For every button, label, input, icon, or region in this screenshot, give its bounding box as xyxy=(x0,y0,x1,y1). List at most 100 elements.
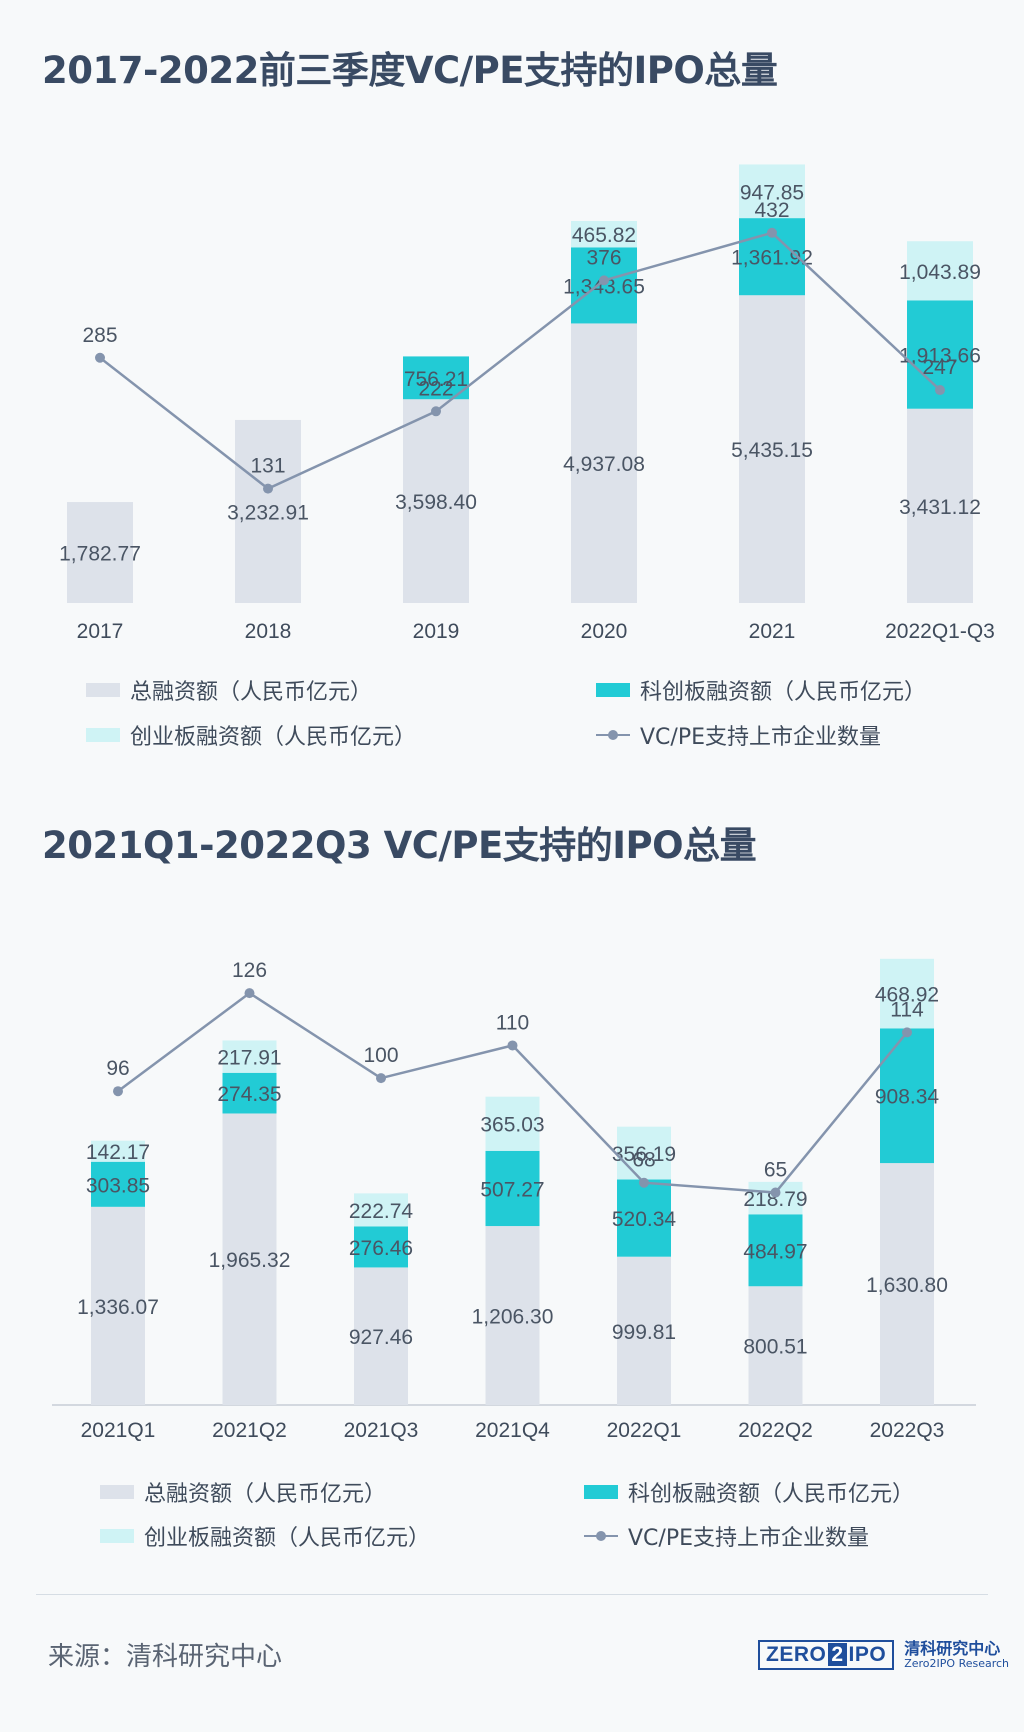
legend-label: 创业板融资额（人民币亿元） xyxy=(144,1526,431,1551)
category-label-2021: 2021 xyxy=(749,620,796,643)
category-label-2021Q2: 2021Q2 xyxy=(212,1419,287,1442)
line-point-2022Q3 xyxy=(902,1027,912,1038)
bar-2018-s0 xyxy=(235,419,301,603)
bar-2021Q3-s1 xyxy=(354,1226,408,1268)
line-label-2021: 432 xyxy=(754,199,789,222)
category-label-2019: 2019 xyxy=(413,620,460,643)
legend-swatch xyxy=(100,1485,134,1499)
bar-label-2020-s0: 4,937.08 xyxy=(563,453,645,476)
logo-name-en: Zero2IPO Research xyxy=(904,1656,1010,1670)
bar-label-2022Q3-s0: 1,630.80 xyxy=(866,1274,948,1297)
legend-item-3: VC/PE支持上市企业数量 xyxy=(596,719,881,751)
bar-2020-s0 xyxy=(571,323,637,603)
bar-2021Q1-s0 xyxy=(91,1206,145,1405)
bar-2022Q3-s0 xyxy=(880,1163,934,1405)
legend-label: VC/PE支持上市企业数量 xyxy=(640,725,881,750)
bar-2021Q1-s2 xyxy=(91,1140,145,1162)
bar-label-2022Q1-Q3-s2: 1,043.89 xyxy=(899,261,981,284)
bar-2022Q1-s1 xyxy=(617,1179,671,1257)
bar-label-2021Q2-s1: 274.35 xyxy=(217,1083,281,1106)
category-label-2018: 2018 xyxy=(245,620,292,643)
line-label-2020: 376 xyxy=(586,246,621,269)
line-label-2022Q2: 65 xyxy=(764,1159,787,1182)
bar-2022Q1-Q3-s0 xyxy=(907,408,973,603)
bar-2019-s1 xyxy=(403,356,469,400)
legend-swatch xyxy=(584,1485,618,1499)
legend-item-0: 总融资额（人民币亿元） xyxy=(100,1476,386,1508)
footer-divider xyxy=(36,1594,988,1595)
legend-swatch xyxy=(596,728,630,742)
bar-2021Q1-s1 xyxy=(91,1161,145,1207)
legend-item-1: 科创板融资额（人民币亿元） xyxy=(584,1476,914,1508)
bar-2021Q4-s0 xyxy=(485,1226,540,1405)
bar-2022Q2-s0 xyxy=(748,1286,803,1405)
line-label-2018: 131 xyxy=(250,455,285,478)
line-point-2022Q1-Q3 xyxy=(935,385,945,396)
category-label-2022Q2: 2022Q2 xyxy=(738,1419,813,1442)
bar-label-2020-s1: 1,343.65 xyxy=(563,275,645,298)
bar-label-2020-s2: 465.82 xyxy=(572,224,636,247)
bar-2021Q4-s2 xyxy=(485,1096,540,1151)
line-label-2017: 285 xyxy=(82,324,117,347)
bar-label-2021Q2-s0: 1,965.32 xyxy=(209,1249,291,1272)
bar-2021Q3-s0 xyxy=(354,1267,408,1405)
legend-item-1: 科创板融资额（人民币亿元） xyxy=(596,674,926,706)
bar-2022Q2-s1 xyxy=(748,1214,803,1287)
bar-2017-s0 xyxy=(67,502,133,603)
bar-label-2022Q1-Q3-s0: 3,431.12 xyxy=(899,496,981,519)
bar-label-2022Q1-Q3-s1: 1,913.66 xyxy=(899,345,981,368)
bar-label-2022Q2-s1: 484.97 xyxy=(743,1240,807,1263)
legend-item-0: 总融资额（人民币亿元） xyxy=(86,674,372,706)
zero2ipo-logo: ZERO 2 IPO 清科研究中心 Zero2IPO Research xyxy=(758,1640,1009,1670)
bar-2021-s0 xyxy=(739,295,805,603)
bar-label-2021Q4-s2: 365.03 xyxy=(480,1114,544,1137)
legend-label: 总融资额（人民币亿元） xyxy=(130,680,373,705)
legend-swatch xyxy=(86,683,120,697)
logo-name-cn: 清科研究中心 xyxy=(904,1639,1001,1659)
line-label-2021Q1: 96 xyxy=(106,1057,129,1080)
line-point-2021Q1 xyxy=(113,1086,123,1097)
category-label-2022Q1-Q3: 2022Q1-Q3 xyxy=(885,620,995,643)
category-label-2020: 2020 xyxy=(581,620,628,643)
bar-label-2019-s1: 756.21 xyxy=(404,368,468,391)
category-label-2017: 2017 xyxy=(77,620,124,643)
bar-label-2019-s0: 3,598.40 xyxy=(395,491,477,514)
chart2-svg: 1,336.07 303.85 142.17 2021Q1 1,965.32 274.35… xyxy=(52,958,976,1442)
line-point-2021Q3 xyxy=(376,1073,386,1084)
category-label-2021Q4: 2021Q4 xyxy=(475,1419,550,1442)
category-label-2022Q3: 2022Q3 xyxy=(870,1419,945,1442)
chart1-title: 2017-2022前三季度VC/PE支持的IPO总量 xyxy=(42,49,778,92)
line-label-2021Q2: 126 xyxy=(232,959,267,982)
bar-label-2022Q1-s1: 520.34 xyxy=(612,1208,677,1231)
bar-label-2021Q3-s2: 222.74 xyxy=(349,1200,414,1223)
bar-2021Q4-s1 xyxy=(485,1150,540,1227)
line-label-2022Q3: 114 xyxy=(890,998,924,1021)
line-point-2021Q4 xyxy=(507,1040,518,1051)
line-label-2021Q4: 110 xyxy=(496,1011,529,1034)
bar-label-2021Q1-s1: 303.85 xyxy=(86,1174,150,1197)
bar-label-2021Q1-s0: 1,336.07 xyxy=(77,1296,159,1319)
bar-label-2018-s0: 3,232.91 xyxy=(227,501,309,524)
line-series xyxy=(99,231,941,491)
bar-label-2022Q1-s2: 356.19 xyxy=(612,1143,676,1166)
legend-swatch xyxy=(86,728,120,742)
line-point-2017 xyxy=(95,352,105,363)
line-label-2021Q3: 100 xyxy=(363,1044,398,1067)
legend-item-3: VC/PE支持上市企业数量 xyxy=(584,1520,869,1552)
bar-2021Q3-s2 xyxy=(354,1193,408,1227)
category-label-2022Q1: 2022Q1 xyxy=(607,1419,682,1442)
legend-swatch xyxy=(596,683,630,697)
legend-label: 总融资额（人民币亿元） xyxy=(144,1482,387,1507)
line-point-2020 xyxy=(599,275,609,286)
line-label-2019: 222 xyxy=(418,377,453,400)
bar-label-2021Q2-s2: 217.91 xyxy=(217,1047,281,1070)
line-point-2022Q2 xyxy=(770,1187,781,1198)
bar-label-2017-s0: 1,782.77 xyxy=(59,543,141,566)
logo-mark: ZERO 2 IPO xyxy=(758,1640,895,1670)
bar-2021Q2-s1 xyxy=(222,1072,277,1114)
bar-label-2022Q3-s1: 908.34 xyxy=(875,1086,940,1109)
source-text: 来源：清科研究中心 xyxy=(48,1642,283,1672)
bar-label-2022Q3-s2: 468.92 xyxy=(875,984,939,1007)
bar-label-2021Q4-s1: 507.27 xyxy=(480,1178,544,1201)
line-point-2021 xyxy=(767,227,777,238)
